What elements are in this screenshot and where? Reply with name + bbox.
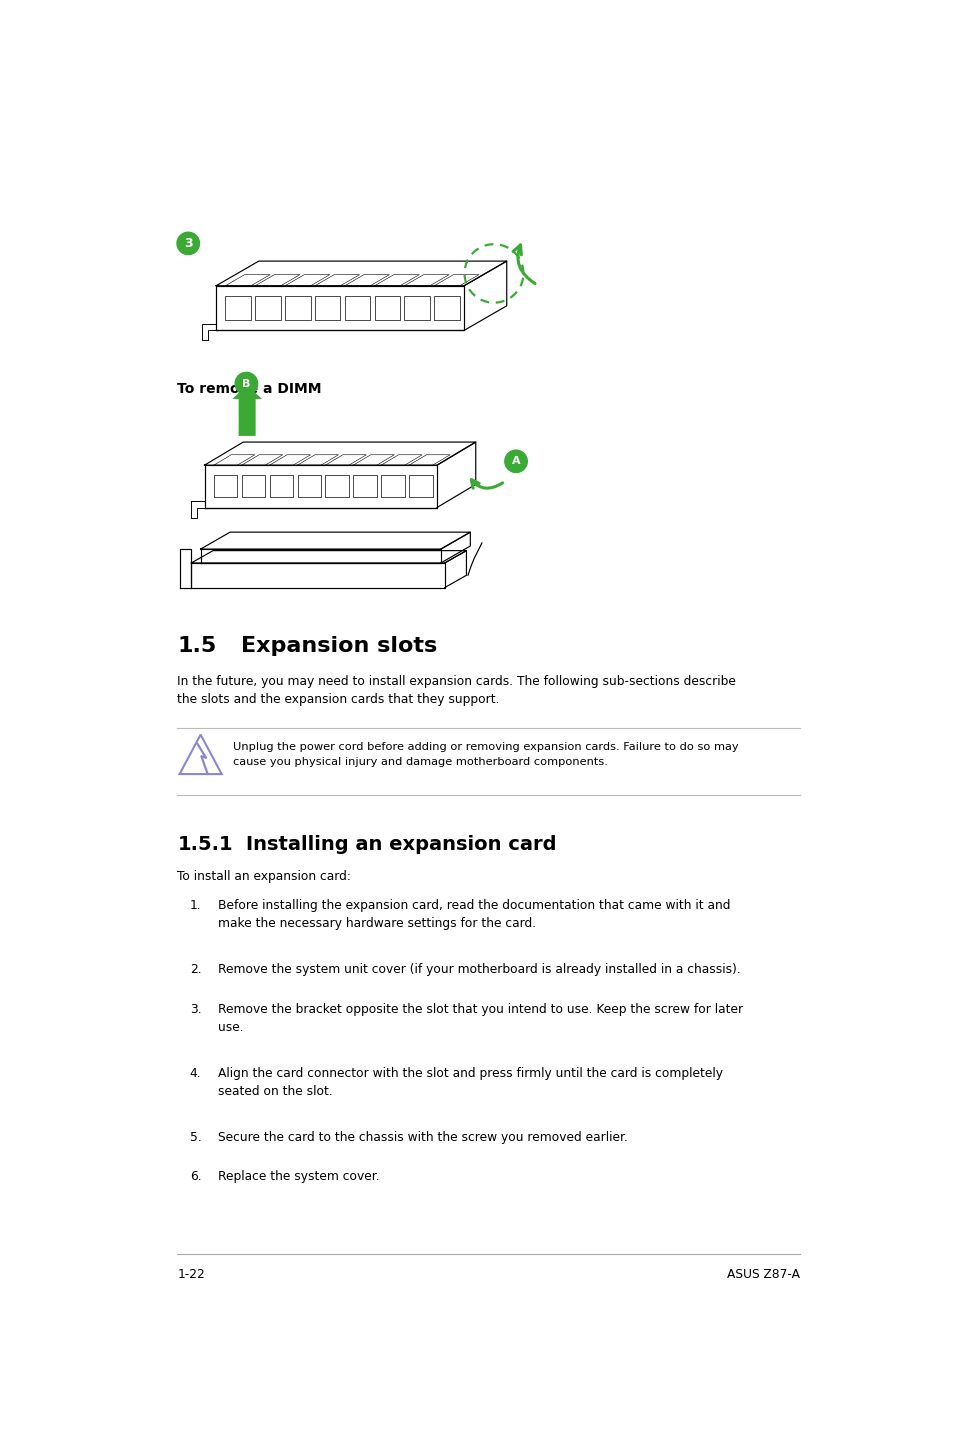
Text: 1.: 1.	[190, 899, 201, 913]
Circle shape	[504, 450, 527, 473]
Bar	[241, 476, 265, 498]
Text: 3.: 3.	[190, 1004, 201, 1017]
Text: 1.5: 1.5	[177, 636, 216, 656]
Circle shape	[177, 232, 199, 255]
Text: 6.: 6.	[190, 1171, 201, 1183]
Text: Before installing the expansion card, read the documentation that came with it a: Before installing the expansion card, re…	[217, 899, 729, 930]
Text: Replace the system cover.: Replace the system cover.	[217, 1171, 379, 1183]
Text: Remove the bracket opposite the slot that you intend to use. Keep the screw for : Remove the bracket opposite the slot tha…	[217, 1004, 742, 1034]
Text: In the future, you may need to install expansion cards. The following sub-sectio: In the future, you may need to install e…	[177, 674, 736, 706]
FancyArrow shape	[233, 385, 261, 436]
Bar	[325, 476, 349, 498]
Bar	[255, 296, 280, 319]
Text: ASUS Z87-A: ASUS Z87-A	[727, 1267, 800, 1280]
Text: 2.: 2.	[190, 963, 201, 976]
Bar	[225, 296, 251, 319]
Text: 1-22: 1-22	[177, 1267, 205, 1280]
Text: A: A	[511, 456, 519, 466]
Bar	[434, 296, 459, 319]
Bar	[344, 296, 370, 319]
Bar	[297, 476, 321, 498]
Text: Remove the system unit cover (if your motherboard is already installed in a chas: Remove the system unit cover (if your mo…	[217, 963, 740, 976]
Text: 4.: 4.	[190, 1067, 201, 1080]
Circle shape	[234, 372, 257, 394]
Bar	[213, 476, 237, 498]
Text: 3: 3	[184, 237, 193, 250]
Bar	[404, 296, 430, 319]
Bar	[270, 476, 293, 498]
Bar	[285, 296, 311, 319]
Text: Secure the card to the chassis with the screw you removed earlier.: Secure the card to the chassis with the …	[217, 1130, 627, 1143]
Text: 5.: 5.	[190, 1130, 201, 1143]
Text: B: B	[242, 378, 251, 388]
Text: To install an expansion card:: To install an expansion card:	[177, 870, 351, 883]
Bar	[353, 476, 376, 498]
Bar	[375, 296, 399, 319]
Bar	[381, 476, 404, 498]
Text: To remove a DIMM: To remove a DIMM	[177, 383, 321, 395]
Text: Installing an expansion card: Installing an expansion card	[245, 835, 556, 854]
Text: 1.5.1: 1.5.1	[177, 835, 233, 854]
Bar	[314, 296, 340, 319]
Text: Expansion slots: Expansion slots	[241, 636, 436, 656]
Text: Unplug the power cord before adding or removing expansion cards. Failure to do s: Unplug the power cord before adding or r…	[233, 742, 738, 766]
Bar	[409, 476, 433, 498]
Text: Align the card connector with the slot and press firmly until the card is comple: Align the card connector with the slot a…	[217, 1067, 722, 1099]
